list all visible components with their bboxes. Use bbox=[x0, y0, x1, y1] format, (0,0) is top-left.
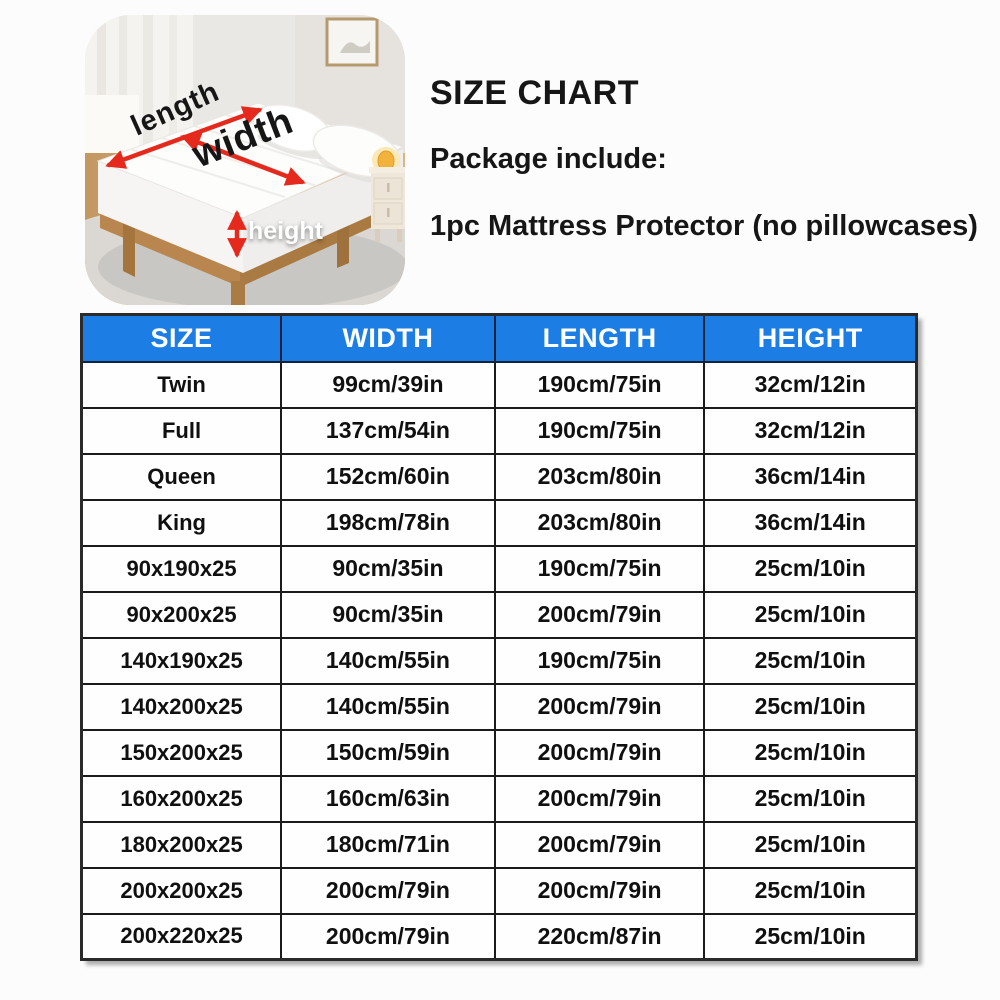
value-cell: 25cm/10in bbox=[703, 682, 918, 731]
size-table-body: Twin 99cm/39in 190cm/75in 32cm/12in Full 137c… bbox=[80, 360, 918, 961]
nightstand bbox=[369, 147, 405, 242]
value-cell: 25cm/10in bbox=[703, 774, 918, 823]
value-cell: 140cm/55in bbox=[280, 636, 496, 685]
column-header-height: HEIGHT bbox=[703, 313, 918, 363]
height-label: height bbox=[248, 217, 323, 245]
value-cell: 190cm/75in bbox=[493, 544, 706, 593]
size-cell: 140x190x25 bbox=[80, 636, 283, 685]
value-cell: 203cm/80in bbox=[493, 498, 706, 547]
value-cell: 36cm/14in bbox=[703, 452, 918, 501]
value-cell: 203cm/80in bbox=[493, 452, 706, 501]
value-cell: 200cm/79in bbox=[280, 866, 496, 915]
value-cell: 32cm/12in bbox=[703, 406, 918, 455]
size-cell: King bbox=[80, 498, 283, 547]
value-cell: 200cm/79in bbox=[493, 590, 706, 639]
bed-dimension-photo: length width height bbox=[85, 15, 405, 305]
picture-frame bbox=[325, 17, 379, 67]
value-cell: 25cm/10in bbox=[703, 728, 918, 777]
table-row: 140x190x25 140cm/55in 190cm/75in 25cm/10in bbox=[80, 636, 918, 685]
size-cell: 90x190x25 bbox=[80, 544, 283, 593]
value-cell: 25cm/10in bbox=[703, 912, 918, 961]
value-cell: 36cm/14in bbox=[703, 498, 918, 547]
value-cell: 180cm/71in bbox=[280, 820, 496, 869]
value-cell: 190cm/75in bbox=[493, 360, 706, 409]
value-cell: 220cm/87in bbox=[493, 912, 706, 961]
value-cell: 25cm/10in bbox=[703, 590, 918, 639]
table-row: Twin 99cm/39in 190cm/75in 32cm/12in bbox=[80, 360, 918, 409]
size-cell: 90x200x25 bbox=[80, 590, 283, 639]
table-row: King 198cm/78in 203cm/80in 36cm/14in bbox=[80, 498, 918, 547]
column-header-size: SIZE bbox=[80, 313, 283, 363]
value-cell: 200cm/79in bbox=[493, 682, 706, 731]
size-cell: Queen bbox=[80, 452, 283, 501]
value-cell: 198cm/78in bbox=[280, 498, 496, 547]
value-cell: 152cm/60in bbox=[280, 452, 496, 501]
column-header-length: LENGTH bbox=[493, 313, 706, 363]
value-cell: 90cm/35in bbox=[280, 590, 496, 639]
width-arrow bbox=[180, 133, 306, 186]
size-cell: 180x200x25 bbox=[80, 820, 283, 869]
size-cell: 200x200x25 bbox=[80, 866, 283, 915]
value-cell: 32cm/12in bbox=[703, 360, 918, 409]
table-row: 180x200x25 180cm/71in 200cm/79in 25cm/10in bbox=[80, 820, 918, 869]
table-row: Queen 152cm/60in 203cm/80in 36cm/14in bbox=[80, 452, 918, 501]
size-chart-table: SIZE WIDTH LENGTH HEIGHT Twin 99cm/39in 19… bbox=[80, 313, 918, 961]
size-cell: 200x220x25 bbox=[80, 912, 283, 961]
value-cell: 200cm/79in bbox=[493, 820, 706, 869]
value-cell: 25cm/10in bbox=[703, 636, 918, 685]
page-title: SIZE CHART bbox=[430, 74, 639, 112]
size-cell: Full bbox=[80, 406, 283, 455]
value-cell: 25cm/10in bbox=[703, 820, 918, 869]
value-cell: 137cm/54in bbox=[280, 406, 496, 455]
package-heading: Package include: bbox=[430, 143, 667, 175]
table-row: 200x200x25 200cm/79in 200cm/79in 25cm/10in bbox=[80, 866, 918, 915]
table-row: 150x200x25 150cm/59in 200cm/79in 25cm/10in bbox=[80, 728, 918, 777]
value-cell: 200cm/79in bbox=[280, 912, 496, 961]
value-cell: 25cm/10in bbox=[703, 866, 918, 915]
value-cell: 200cm/79in bbox=[493, 866, 706, 915]
value-cell: 150cm/59in bbox=[280, 728, 496, 777]
column-header-width: WIDTH bbox=[280, 313, 496, 363]
bed-scene bbox=[85, 15, 405, 305]
value-cell: 200cm/79in bbox=[493, 774, 706, 823]
size-cell: Twin bbox=[80, 360, 283, 409]
value-cell: 200cm/79in bbox=[493, 728, 706, 777]
table-row: 200x220x25 200cm/79in 220cm/87in 25cm/10in bbox=[80, 912, 918, 961]
value-cell: 90cm/35in bbox=[280, 544, 496, 593]
table-row: 90x190x25 90cm/35in 190cm/75in 25cm/10in bbox=[80, 544, 918, 593]
table-row: 90x200x25 90cm/35in 200cm/79in 25cm/10in bbox=[80, 590, 918, 639]
value-cell: 140cm/55in bbox=[280, 682, 496, 731]
value-cell: 160cm/63in bbox=[280, 774, 496, 823]
table-row: 140x200x25 140cm/55in 200cm/79in 25cm/10in bbox=[80, 682, 918, 731]
value-cell: 99cm/39in bbox=[280, 360, 496, 409]
value-cell: 25cm/10in bbox=[703, 544, 918, 593]
size-cell: 150x200x25 bbox=[80, 728, 283, 777]
value-cell: 190cm/75in bbox=[493, 636, 706, 685]
table-row: Full 137cm/54in 190cm/75in 32cm/12in bbox=[80, 406, 918, 455]
table-header-row: SIZE WIDTH LENGTH HEIGHT bbox=[80, 313, 918, 363]
package-item-line: 1pc Mattress Protector (no pillowcases) bbox=[430, 210, 978, 242]
size-cell: 140x200x25 bbox=[80, 682, 283, 731]
dimension-arrows bbox=[105, 106, 306, 258]
size-cell: 160x200x25 bbox=[80, 774, 283, 823]
value-cell: 190cm/75in bbox=[493, 406, 706, 455]
table-row: 160x200x25 160cm/63in 200cm/79in 25cm/10in bbox=[80, 774, 918, 823]
